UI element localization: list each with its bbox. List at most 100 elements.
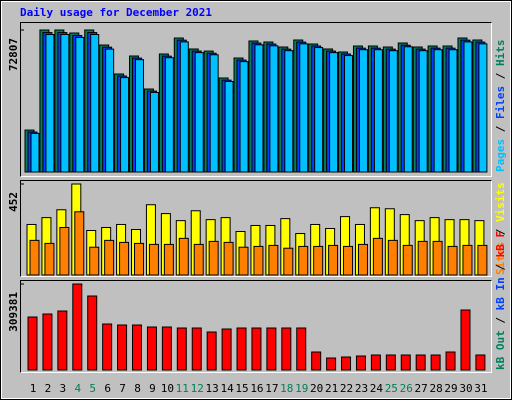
- y-tick-label: 309381: [7, 292, 20, 332]
- bar: [388, 50, 398, 173]
- legend: kB Out / kB In / kB F: [494, 231, 507, 370]
- x-tick-label: 21: [325, 382, 338, 395]
- bar: [89, 246, 100, 276]
- x-tick-label: 13: [206, 382, 219, 395]
- x-tick-label: 20: [310, 382, 323, 395]
- bar: [57, 310, 68, 371]
- x-tick-label: 9: [149, 382, 156, 395]
- x-tick-label: 16: [250, 382, 263, 395]
- bar: [134, 242, 145, 276]
- bar: [400, 354, 411, 371]
- bar: [266, 327, 277, 371]
- bar: [326, 357, 337, 371]
- bar: [284, 50, 294, 173]
- bar: [208, 240, 219, 276]
- bar: [269, 45, 279, 173]
- bar: [344, 55, 354, 173]
- x-tick-label: 14: [220, 382, 234, 395]
- x-tick-label: 6: [104, 382, 111, 395]
- bar: [119, 241, 130, 276]
- bar: [146, 326, 157, 371]
- bar: [164, 57, 174, 173]
- chart-title: Daily usage for December 2021: [20, 6, 212, 19]
- bar: [209, 54, 219, 173]
- bar: [328, 244, 339, 276]
- bar: [224, 81, 234, 173]
- bar: [343, 245, 354, 276]
- bar: [176, 327, 187, 371]
- bar: [357, 243, 368, 276]
- panel-shadow: [20, 22, 492, 177]
- bar: [418, 50, 428, 173]
- panel-shadow: [20, 280, 492, 373]
- bar: [283, 247, 294, 276]
- bar: [191, 327, 202, 371]
- bar: [117, 324, 128, 371]
- bar: [45, 33, 55, 173]
- bar: [194, 52, 204, 173]
- bar: [253, 245, 264, 276]
- bar: [149, 91, 159, 173]
- legend-separator: /: [494, 119, 507, 139]
- bar: [72, 283, 83, 371]
- x-tick-label: 17: [265, 382, 278, 395]
- bar: [239, 61, 249, 173]
- x-tick-label: 8: [134, 382, 141, 395]
- bar: [341, 356, 352, 371]
- x-tick-label: 15: [235, 382, 248, 395]
- legend-separator: /: [494, 310, 507, 330]
- bar: [463, 41, 473, 173]
- bar: [433, 49, 443, 173]
- bar: [163, 243, 174, 276]
- bar: [403, 46, 413, 173]
- bar: [370, 354, 381, 371]
- x-tick-label: 1: [30, 382, 37, 395]
- bar: [430, 354, 441, 371]
- bar: [221, 328, 232, 371]
- bar: [478, 43, 488, 173]
- bar: [281, 327, 292, 371]
- x-tick-label: 7: [119, 382, 126, 395]
- bar: [238, 246, 249, 276]
- y-tick-label: 72807: [7, 38, 20, 71]
- bar: [223, 241, 234, 276]
- bar: [251, 327, 262, 371]
- x-tick-label: 18: [280, 382, 293, 395]
- bar: [448, 49, 458, 173]
- bar: [314, 47, 324, 173]
- bar: [120, 77, 130, 173]
- bar: [254, 44, 264, 173]
- bar: [132, 324, 143, 371]
- bar: [445, 351, 456, 371]
- bar: [268, 244, 279, 276]
- legend-separator: /: [494, 222, 507, 242]
- bar: [75, 36, 85, 173]
- x-tick-label: 12: [191, 382, 204, 395]
- bar: [432, 240, 443, 276]
- legend-entry: kB F: [494, 231, 507, 258]
- bar: [29, 239, 40, 276]
- x-tick-label: 4: [74, 382, 81, 395]
- x-tick-label: 25: [385, 382, 398, 395]
- bar: [30, 132, 40, 173]
- bar: [358, 49, 368, 173]
- bar: [372, 237, 383, 276]
- bar: [296, 327, 307, 371]
- x-tick-label: 5: [89, 382, 96, 395]
- legend-entry: Files: [494, 86, 507, 119]
- bar: [460, 309, 471, 371]
- bar: [298, 245, 309, 276]
- x-tick-label: 3: [60, 382, 67, 395]
- legend-separator: /: [494, 257, 507, 277]
- legend-entry: Pages: [494, 139, 507, 172]
- x-tick-label: 19: [295, 382, 308, 395]
- x-tick-label: 2: [45, 382, 52, 395]
- x-tick-label: 22: [340, 382, 353, 395]
- x-tick-label: 26: [400, 382, 413, 395]
- bar: [475, 354, 486, 371]
- x-tick-label: 24: [370, 382, 384, 395]
- bar: [60, 33, 70, 173]
- x-tick-label: 27: [415, 382, 428, 395]
- bar: [355, 355, 366, 371]
